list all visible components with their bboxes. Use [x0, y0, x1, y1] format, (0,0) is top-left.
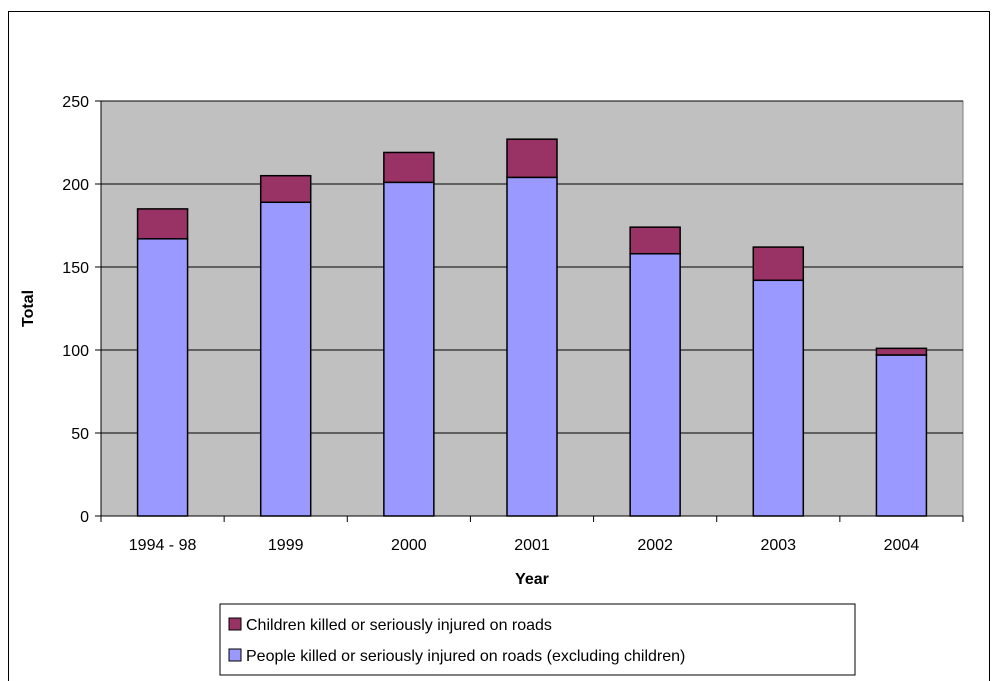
legend: Children killed or seriously injured on … [219, 603, 856, 676]
y-tick-label: 50 [71, 426, 89, 443]
y-tick-label: 150 [62, 260, 89, 277]
bar-segment-children [259, 174, 312, 204]
x-tick-label: 2000 [391, 537, 427, 554]
bar-segment-children [629, 226, 681, 255]
y-axis-title: Total [20, 290, 37, 327]
bar-segment-adults [875, 354, 928, 517]
x-tick-label: 2003 [760, 537, 796, 554]
bar-segment-adults [259, 201, 312, 517]
bar-segment-adults [506, 176, 558, 517]
x-tick-label: 2004 [884, 537, 920, 554]
bars [136, 138, 928, 517]
legend-box [219, 603, 856, 676]
bar-segment-children [136, 208, 189, 240]
x-tick-labels: 1994 - 98 1999 2000 2001 2002 2003 2004 [129, 537, 920, 554]
legend-label: Children killed or seriously injured on … [246, 617, 552, 634]
bar-segment-children [383, 151, 435, 184]
y-tick-label: 250 [62, 94, 89, 111]
x-axis-title: Year [515, 571, 549, 588]
legend-swatch [228, 648, 242, 662]
bar-segment-adults [383, 181, 435, 517]
bar-segment-children [752, 246, 805, 282]
bar-segment-adults [752, 279, 805, 517]
bar-segment-adults [629, 252, 681, 517]
x-tick-label: 1994 - 98 [129, 537, 197, 554]
legend-swatch [228, 617, 242, 631]
x-tick-label: 1999 [268, 537, 304, 554]
axes [95, 100, 964, 522]
y-tick-label: 0 [80, 509, 89, 526]
bar-segment-children [506, 138, 558, 179]
y-tick-labels: 0 50 100 150 200 250 [62, 94, 89, 526]
bar-segment-children [875, 347, 928, 356]
y-tick-label: 200 [62, 177, 89, 194]
x-tick-label: 2002 [637, 537, 673, 554]
x-tick-label: 2001 [514, 537, 550, 554]
bar-segment-adults [136, 238, 189, 517]
legend-label: People killed or seriously injured on ro… [246, 648, 685, 665]
y-tick-label: 100 [62, 343, 89, 360]
